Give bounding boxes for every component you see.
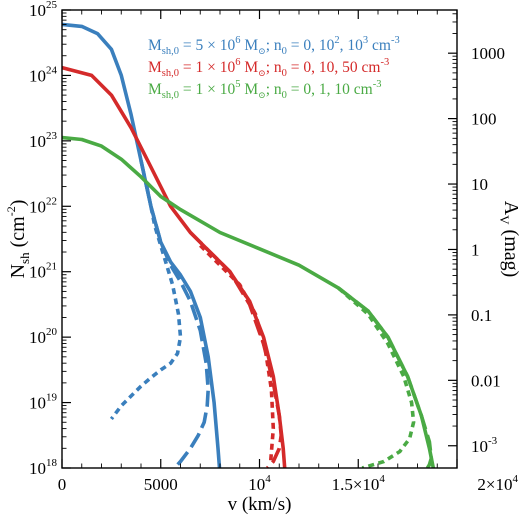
labels-layer: 1018101910201021102210231024102510001001… [4,0,520,515]
y-tick-label: 1018 [29,457,58,478]
series-line-2 [139,160,210,468]
y-tick-label: 1020 [29,326,58,347]
y-tick-label: 1023 [29,130,58,151]
legend-entry-3: Msh,0 = 1 × 105 M⊙; n0 = 0, 1, 10 cm-3 [148,79,381,101]
x-tick-label: 5000 [144,475,178,494]
av-axis-title: AV (mag) [497,201,520,278]
series-layer [62,22,436,468]
av-tick-label: 1 [471,240,480,259]
series-line-9 [337,286,416,468]
y-tick-label: 1025 [29,0,58,20]
legend: Msh,0 = 5 × 106 M⊙; n0 = 0, 102, 103 cm-… [148,35,400,101]
ticks-layer [61,9,458,469]
series-line-3 [109,186,183,420]
av-tick-label: 0.01 [471,371,501,390]
legend-entry-2: Msh,0 = 1 × 106 M⊙; n0 = 0, 10, 50 cm-3 [148,57,389,79]
series-line-5 [189,231,283,468]
av-tick-label: 10 [471,175,488,194]
av-tick-label: 0.1 [471,306,492,325]
y-axis-title: Nsh (cm-2) [4,200,32,279]
series-line-6 [199,244,276,465]
x-tick-label: 0 [58,475,67,494]
series-line-8 [337,286,434,468]
y-tick-label: 1019 [29,392,58,413]
av-tick-label: 100 [471,110,497,129]
x-tick-label: 104 [248,473,271,494]
x-axis-title: v (km/s) [228,494,292,515]
legend-entry-1: Msh,0 = 5 × 106 M⊙; n0 = 0, 102, 103 cm-… [148,35,400,57]
x-tick-label: 2×104 [477,473,518,494]
av-tick-label: 10-3 [471,435,498,456]
y-tick-label: 1024 [29,64,58,85]
y-tick-label: 1021 [29,261,57,282]
av-tick-label: 1000 [471,44,505,63]
y-tick-label: 1022 [29,195,57,216]
x-tick-label: 1.5×104 [332,473,386,494]
